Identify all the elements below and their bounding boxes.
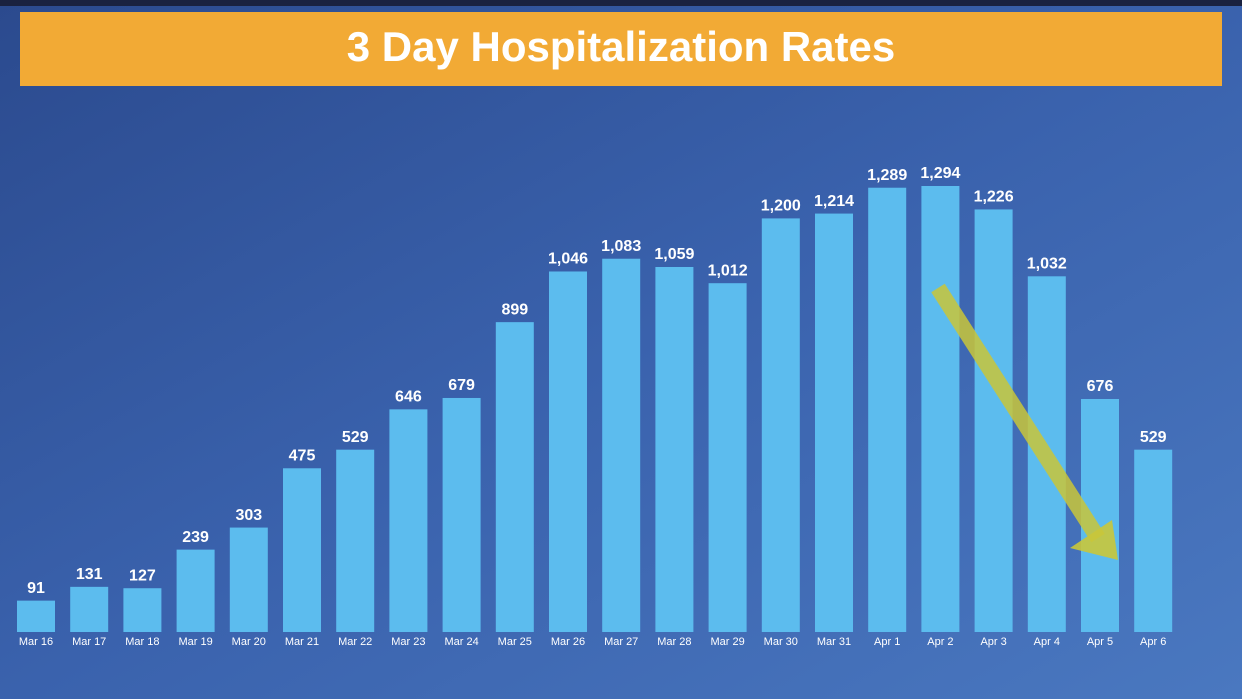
x-tick-label: Mar 31 <box>817 636 851 648</box>
bar <box>389 409 428 632</box>
bar <box>70 586 109 632</box>
x-tick-label: Apr 1 <box>874 636 900 648</box>
value-label: 91 <box>27 580 45 597</box>
bar <box>974 209 1013 632</box>
value-label: 303 <box>235 507 262 524</box>
value-label: 1,294 <box>920 165 960 182</box>
chart-title: 3 Day Hospitalization Rates <box>347 23 895 70</box>
bar <box>549 271 587 632</box>
bar <box>176 549 215 632</box>
x-tick-label: Mar 19 <box>178 636 212 648</box>
top-edge <box>0 0 1242 6</box>
value-label: 529 <box>342 429 369 446</box>
value-label: 679 <box>448 377 475 394</box>
x-tick-label: Mar 20 <box>232 636 266 648</box>
bar <box>1134 449 1173 632</box>
bar <box>336 449 375 632</box>
bar <box>655 266 694 632</box>
x-tick-label: Mar 28 <box>657 636 691 648</box>
value-label: 646 <box>395 389 422 406</box>
x-tick-label: Mar 18 <box>125 636 159 648</box>
x-tick-label: Apr 6 <box>1140 636 1166 648</box>
arrow-shaft <box>931 283 1105 543</box>
bar <box>442 397 481 632</box>
value-label: 127 <box>129 567 156 584</box>
value-label: 1,083 <box>601 238 641 255</box>
value-label: 1,200 <box>761 198 801 215</box>
x-tick-label: Mar 22 <box>338 636 372 648</box>
bar <box>868 187 907 633</box>
bar <box>921 186 960 632</box>
x-tick-label: Apr 5 <box>1087 636 1113 648</box>
value-label: 1,046 <box>548 251 588 268</box>
bar <box>229 527 268 632</box>
value-label: 1,226 <box>974 189 1014 206</box>
x-tick-label: Mar 25 <box>498 636 532 648</box>
value-label: 1,214 <box>814 193 854 210</box>
value-label: 475 <box>289 448 316 465</box>
x-tick-label: Mar 24 <box>444 636 478 648</box>
value-label: 239 <box>182 529 209 546</box>
x-tick-label: Mar 21 <box>285 636 319 648</box>
x-tick-label: Mar 27 <box>604 636 638 648</box>
value-label: 131 <box>76 566 103 583</box>
bar <box>495 322 534 632</box>
x-tick-label: Mar 30 <box>764 636 798 648</box>
x-tick-label: Mar 29 <box>710 636 744 648</box>
value-label: 676 <box>1087 378 1114 395</box>
bars: 91 Mar 16 131 Mar 17 127 Mar 18 239 Mar 19 303 Ma… <box>17 165 1173 648</box>
bar <box>761 218 800 633</box>
arrow-head <box>1070 520 1118 560</box>
title-banner <box>20 12 1222 86</box>
x-tick-label: Mar 23 <box>391 636 425 648</box>
bar <box>602 258 641 632</box>
x-tick-label: Mar 26 <box>551 636 585 648</box>
bar <box>815 213 853 632</box>
bar <box>17 600 55 632</box>
value-label: 529 <box>1140 429 1167 446</box>
value-label: 1,032 <box>1027 256 1067 273</box>
x-tick-label: Apr 4 <box>1034 636 1060 648</box>
bar <box>708 283 747 632</box>
trend-arrow <box>931 283 1118 560</box>
x-tick-label: Apr 2 <box>927 636 953 648</box>
value-label: 899 <box>501 301 528 318</box>
x-tick-label: Apr 3 <box>980 636 1006 648</box>
value-label: 1,289 <box>867 167 907 184</box>
bar <box>123 588 162 632</box>
x-tick-label: Mar 16 <box>19 636 53 648</box>
value-label: 1,059 <box>654 246 694 263</box>
value-label: 1,012 <box>708 262 748 279</box>
x-tick-label: Mar 17 <box>72 636 106 648</box>
bar <box>283 468 321 632</box>
